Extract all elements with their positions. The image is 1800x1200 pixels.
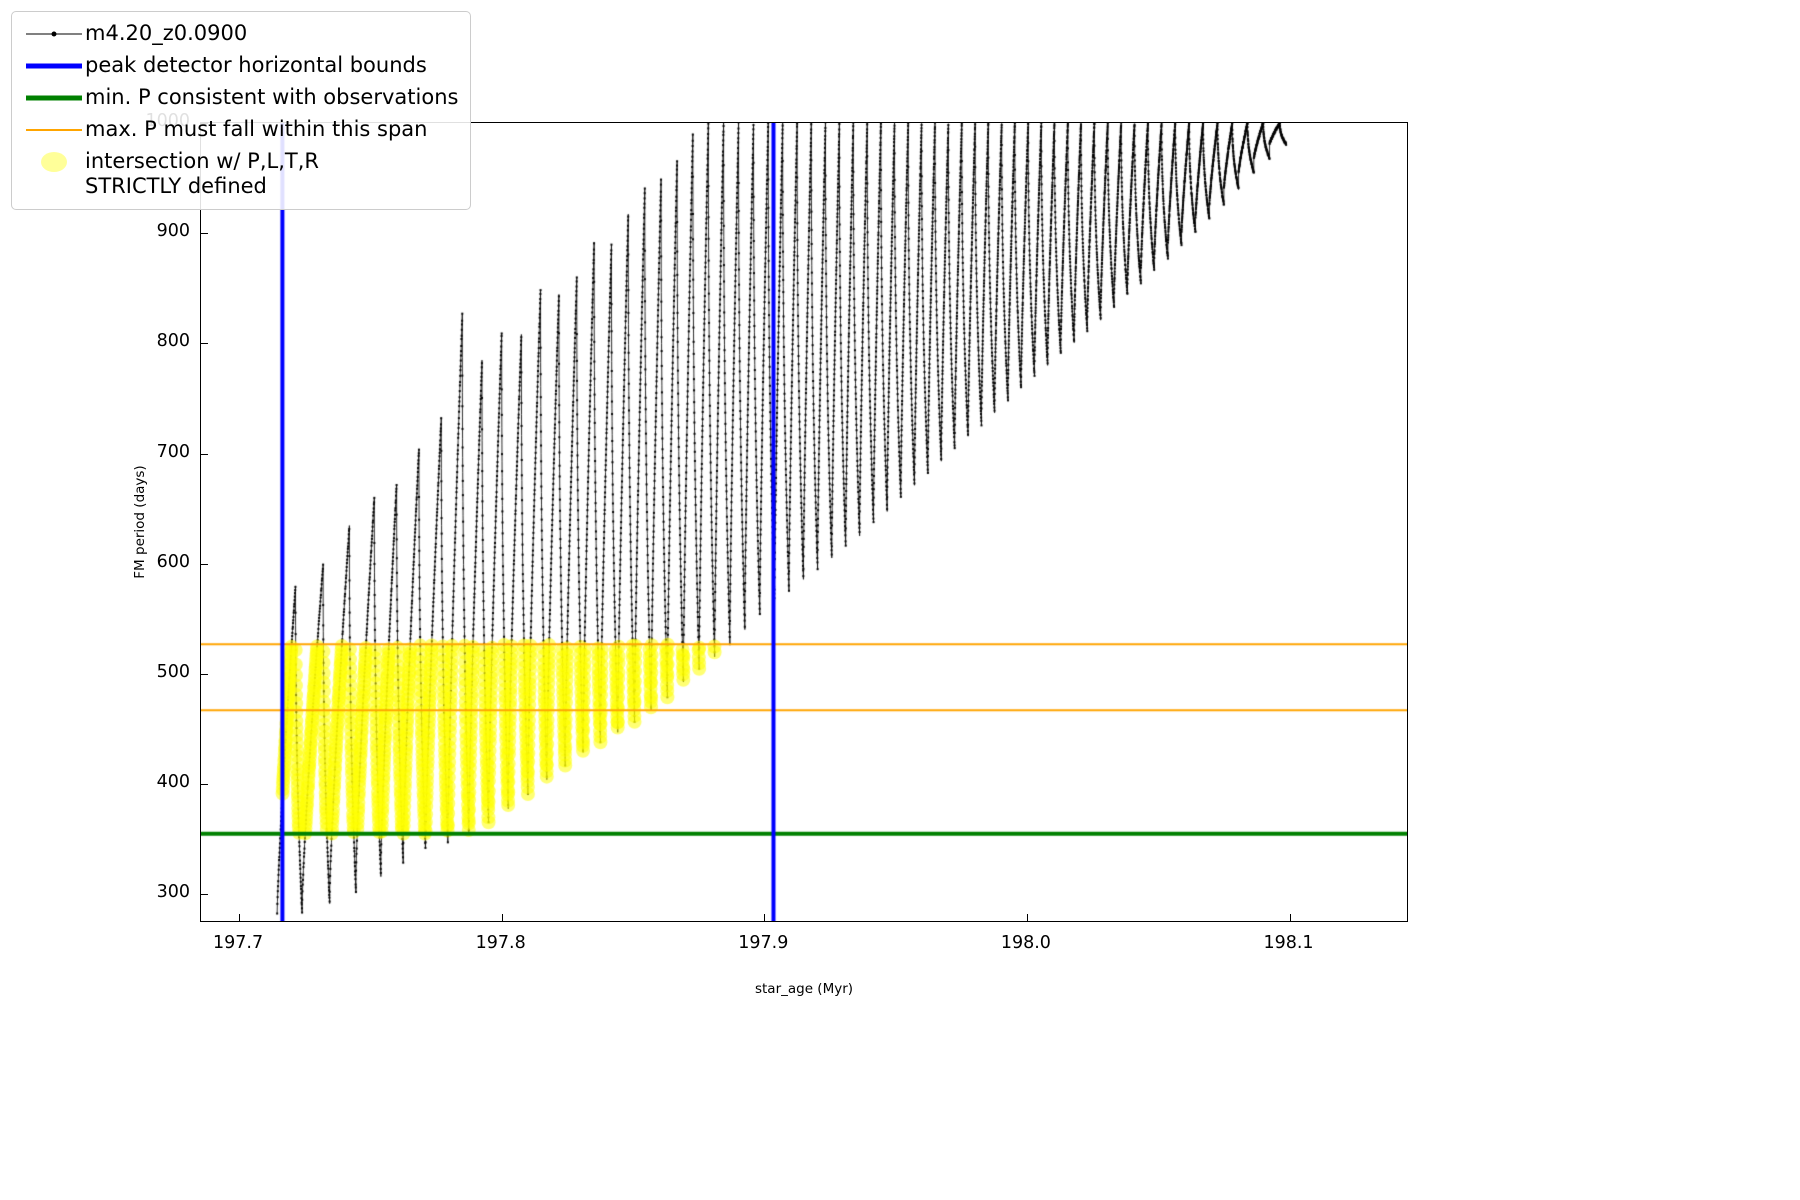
x-tick-label: 197.8	[475, 933, 526, 953]
x-axis-label: star_age (Myr)	[754, 981, 854, 997]
plot-axes	[200, 122, 1408, 922]
x-tick-mark	[239, 914, 241, 921]
legend-label-model: m4.20_z0.0900	[85, 21, 248, 45]
y-tick-mark	[201, 233, 208, 235]
x-tick-label: 198.1	[1263, 933, 1314, 953]
y-tick-mark	[201, 673, 208, 675]
x-tick-label: 198.0	[1000, 933, 1051, 953]
legend-label-peak-bounds: peak detector horizontal bounds	[85, 53, 427, 77]
y-tick-label: 300	[156, 882, 190, 903]
y-tick-mark	[201, 453, 208, 455]
y-tick-mark	[201, 563, 208, 565]
legend-item-max-p[interactable]: max. P must fall within this span	[23, 117, 458, 143]
y-axis-label: FM period (days)	[132, 465, 148, 579]
x-tick-label: 197.9	[738, 933, 789, 953]
y-tick-label: 400	[156, 772, 190, 793]
legend-item-intersection[interactable]: intersection w/ P,L,T,R STRICTLY defined	[23, 149, 458, 199]
y-tick-label: 800	[156, 331, 190, 352]
x-tick-mark	[501, 914, 503, 921]
legend-item-model[interactable]: m4.20_z0.0900	[23, 21, 458, 47]
legend-label-intersection: intersection w/ P,L,T,R STRICTLY defined	[85, 149, 319, 198]
y-tick-mark	[201, 343, 208, 345]
y-tick-label: 500	[156, 661, 190, 682]
legend-key-line-marker-icon	[23, 21, 85, 47]
legend-key-green-line-icon	[23, 85, 85, 111]
y-tick-label: 900	[156, 221, 190, 242]
legend-key-blue-line-icon	[23, 53, 85, 79]
series-canvas	[201, 123, 1407, 921]
legend-key-yellow-marker-icon	[23, 149, 85, 175]
legend-item-min-p[interactable]: min. P consistent with observations	[23, 85, 458, 111]
x-tick-mark	[764, 914, 766, 921]
y-tick-label: 600	[156, 551, 190, 572]
y-tick-mark	[201, 784, 208, 786]
legend-item-peak-bounds[interactable]: peak detector horizontal bounds	[23, 53, 458, 79]
x-tick-mark	[1026, 914, 1028, 921]
legend-key-orange-line-icon	[23, 117, 85, 143]
legend: m4.20_z0.0900 peak detector horizontal b…	[11, 11, 472, 210]
legend-label-min-p: min. P consistent with observations	[85, 85, 459, 109]
x-tick-mark	[1289, 914, 1291, 921]
legend-label-max-p: max. P must fall within this span	[85, 117, 428, 141]
y-tick-mark	[201, 894, 208, 896]
y-tick-label: 700	[156, 441, 190, 462]
x-tick-label: 197.7	[213, 933, 264, 953]
